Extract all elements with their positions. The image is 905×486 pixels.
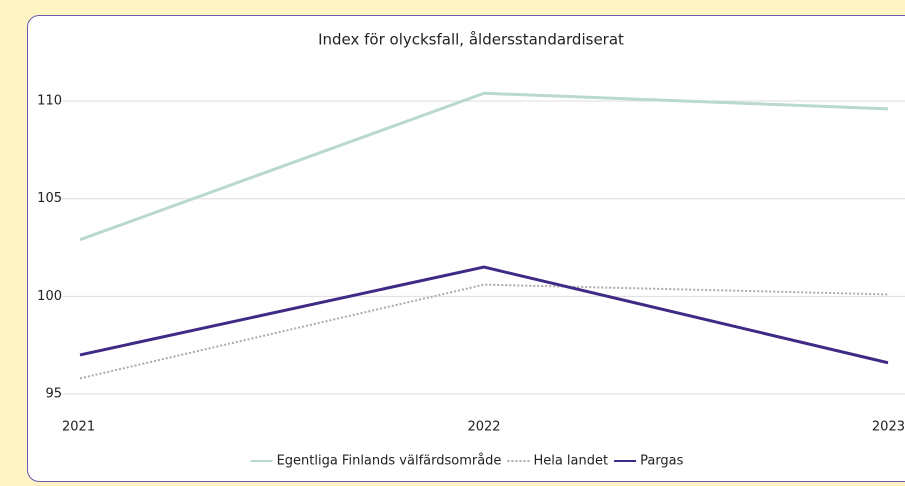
y-tick-label: 100 [37, 289, 62, 304]
legend-label: Egentliga Finlands välfärdsområde [277, 454, 502, 469]
y-tick-label: 95 [45, 387, 62, 402]
y-tick-label: 105 [37, 191, 62, 206]
chart-title: Index för olycksfall, åldersstandardiser… [318, 31, 624, 49]
x-tick-label: 2022 [467, 420, 500, 435]
series-line [79, 91, 889, 242]
chart-card [27, 15, 905, 482]
x-tick-label: 2021 [62, 420, 95, 435]
y-tick-label: 110 [37, 94, 62, 109]
legend-label: Hela landet [533, 454, 608, 469]
series-line [79, 265, 889, 365]
series-line [79, 283, 889, 380]
legend-label: Pargas [640, 454, 684, 469]
x-tick-label: 2023 [872, 420, 905, 435]
